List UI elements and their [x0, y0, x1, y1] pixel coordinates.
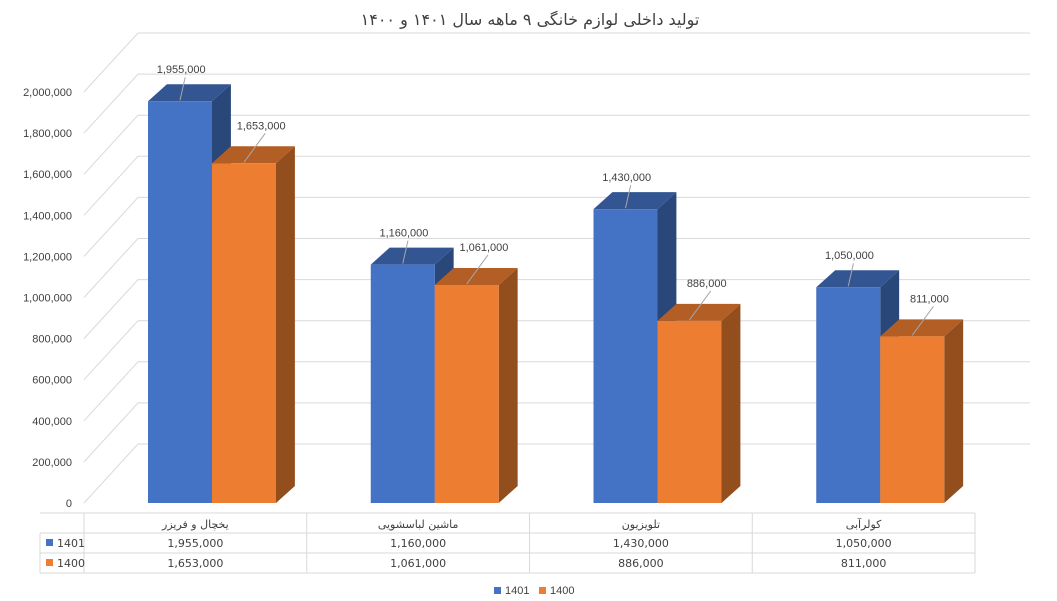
bar-1400	[657, 320, 722, 503]
data-label: 886,000	[687, 278, 727, 290]
chart-title: تولید داخلی لوازم خانگی ۹ ماهه سال ۱۴۰۱ …	[361, 10, 700, 30]
gridline	[83, 73, 1030, 134]
leader-line	[466, 254, 489, 285]
table-value: 1,160,000	[390, 537, 446, 550]
y-axis: 0 200,000 400,000 600,000 800,000 1,000,000 1,…	[23, 87, 72, 510]
gridline	[83, 196, 1030, 257]
bar-top-1400	[434, 267, 518, 285]
leader-line	[402, 240, 409, 264]
y-tick-label: 1,600,000	[23, 169, 72, 181]
gridline	[83, 155, 1030, 216]
bar-top-1401	[148, 84, 231, 102]
table-series-name: 1400	[57, 557, 85, 570]
data-label: 1,430,000	[602, 172, 651, 184]
bar-top-1400	[657, 303, 741, 321]
table-value: 1,430,000	[613, 537, 669, 550]
leader-line	[625, 185, 632, 209]
table-legend-key	[46, 559, 53, 566]
bar-1401	[148, 101, 212, 503]
table-category-label: کولرآبی	[846, 517, 882, 531]
leader-line	[179, 77, 186, 101]
data-label: 1,061,000	[459, 242, 508, 254]
bar-top-1400	[212, 146, 295, 164]
table-category-label: تلویزیون	[622, 518, 660, 531]
bar-top-1400	[880, 319, 964, 337]
bar-side-1400	[944, 319, 964, 503]
table-series-name: 1401	[57, 537, 85, 550]
table-value: 811,000	[841, 557, 887, 570]
bar-1400	[212, 163, 276, 503]
data-table: یخچال و فریزر 1,955,000 1,653,000 ماشین لبا…	[39, 512, 976, 574]
gridline	[83, 279, 1030, 339]
gridlines	[83, 32, 1030, 504]
data-label: 1,050,000	[825, 250, 874, 262]
legend-label: 1400	[550, 585, 574, 597]
data-label: 1,653,000	[237, 120, 286, 132]
y-tick-label: 800,000	[32, 334, 72, 346]
y-tick-label: 1,000,000	[23, 293, 72, 305]
y-tick-label: 600,000	[32, 375, 72, 387]
bar-1401	[816, 287, 881, 503]
bar-top-1401	[593, 192, 677, 210]
bar-1401	[593, 209, 658, 503]
table-category-label: یخچال و فریزر	[161, 518, 229, 531]
leader-line	[847, 263, 854, 287]
bar-top-1401	[816, 270, 900, 288]
leader-line	[689, 290, 712, 321]
legend-key-1400	[539, 587, 546, 594]
legend: 1401 1400	[494, 585, 574, 597]
legend-label: 1401	[505, 585, 529, 597]
bar-1400	[880, 336, 945, 503]
data-labels: 1,955,000 1,653,000 1,160,000 1,061,000 1,43…	[157, 64, 949, 336]
table-value: 1,061,000	[390, 557, 446, 570]
bar-side-1400	[498, 267, 518, 503]
table-legend-key	[46, 539, 53, 546]
bars	[148, 84, 964, 503]
data-label: 1,160,000	[379, 228, 428, 240]
leader-line	[243, 133, 266, 163]
bar-top-1401	[370, 247, 454, 265]
y-tick-label: 200,000	[32, 457, 72, 469]
legend-key-1401	[494, 587, 501, 594]
gridline	[83, 114, 1030, 175]
bar-1401	[370, 264, 435, 503]
table-value: 1,955,000	[167, 537, 223, 550]
y-tick-label: 1,800,000	[23, 128, 72, 140]
y-tick-label: 0	[66, 498, 72, 510]
y-tick-label: 400,000	[32, 416, 72, 428]
y-tick-label: 1,200,000	[23, 251, 72, 263]
data-label: 811,000	[910, 293, 949, 305]
table-value: 1,050,000	[836, 537, 892, 550]
bar-side-1400	[276, 146, 295, 503]
bar-1400	[434, 284, 499, 503]
leader-line	[911, 306, 934, 336]
table-value: 1,653,000	[167, 557, 223, 570]
table-value: 886,000	[618, 557, 664, 570]
y-tick-label: 1,400,000	[23, 210, 72, 222]
gridline	[83, 238, 1030, 298]
table-category-label: ماشین لباسشویی	[378, 518, 459, 531]
data-label: 1,955,000	[157, 64, 206, 76]
bar-side-1400	[721, 303, 741, 503]
gridline	[83, 32, 1030, 93]
y-tick-label: 2,000,000	[23, 87, 72, 99]
